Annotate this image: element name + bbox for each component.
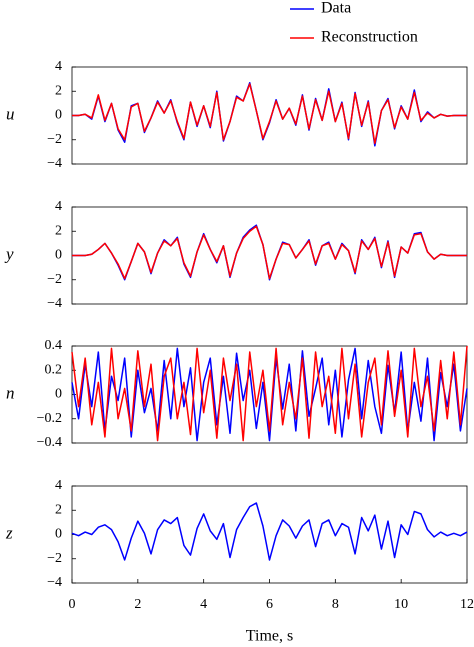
data-line xyxy=(72,225,467,280)
y-axis-label: u xyxy=(6,104,15,123)
y-tick-label: −2 xyxy=(47,132,62,147)
y-tick-label: 0 xyxy=(55,527,62,542)
y-tick-label: 0.2 xyxy=(45,362,63,377)
x-tick-label: 4 xyxy=(200,597,207,612)
y-tick-label: 4 xyxy=(55,59,62,74)
x-tick-label: 8 xyxy=(332,597,339,612)
y-tick-label: 4 xyxy=(55,199,62,214)
data-line xyxy=(71,502,468,561)
data-line xyxy=(71,345,468,442)
plot-frame xyxy=(71,66,468,165)
y-tick-label: −2 xyxy=(47,551,62,566)
y-tick-label: 4 xyxy=(55,478,62,493)
x-tick-label: 6 xyxy=(266,597,273,612)
y-tick-label: 2 xyxy=(55,502,62,517)
legend-label: Data xyxy=(321,0,351,17)
x-tick-label: 2 xyxy=(134,597,141,612)
data-line xyxy=(72,82,467,147)
y-tick-label: 2 xyxy=(55,223,62,238)
y-tick-label: 0 xyxy=(55,387,62,402)
x-tick-label: 10 xyxy=(394,597,408,612)
y-tick-label: −4 xyxy=(47,575,62,590)
y-tick-label: −2 xyxy=(47,272,62,287)
y-axis-label: n xyxy=(6,383,15,402)
y-tick-label: −4 xyxy=(47,156,62,171)
data-line xyxy=(72,83,467,145)
y-tick-label: −4 xyxy=(47,296,62,311)
x-axis-label: Time, s xyxy=(246,628,293,645)
y-tick-label: 0.4 xyxy=(45,338,63,353)
data-line xyxy=(71,347,468,442)
x-tick-label: 12 xyxy=(460,597,474,612)
legend-label: Reconstruction xyxy=(321,29,418,46)
plot-frame xyxy=(71,206,468,305)
y-axis-label: y xyxy=(4,244,14,263)
y-tick-label: 0 xyxy=(55,108,62,123)
y-tick-label: −0.2 xyxy=(37,411,62,426)
x-tick-label: 0 xyxy=(69,597,76,612)
y-tick-label: 2 xyxy=(55,83,62,98)
y-tick-label: 0 xyxy=(55,248,62,263)
y-axis-label: z xyxy=(5,523,13,542)
y-tick-label: −0.4 xyxy=(37,435,62,450)
